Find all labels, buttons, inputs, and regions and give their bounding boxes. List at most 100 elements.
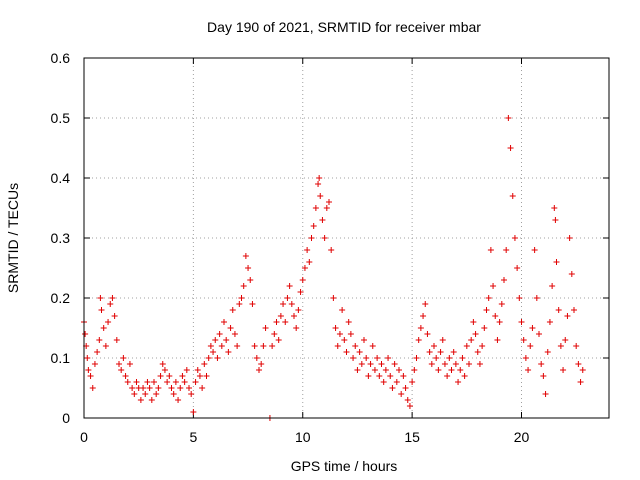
data-point [234, 343, 241, 349]
data-point [214, 355, 221, 361]
data-point [177, 385, 184, 391]
data-point [378, 361, 385, 367]
y-tick-label: 0.5 [51, 110, 71, 126]
data-point [393, 379, 400, 385]
data-point [551, 205, 558, 211]
data-point [402, 385, 409, 391]
data-point [140, 385, 147, 391]
data-point [253, 355, 260, 361]
data-point [369, 343, 376, 349]
data-point [249, 301, 256, 307]
data-point [89, 385, 96, 391]
data-point [242, 253, 249, 259]
data-point [299, 277, 306, 283]
data-point [566, 235, 573, 241]
data-point [573, 343, 580, 349]
data-point [326, 199, 332, 205]
data-point [205, 355, 212, 361]
data-point [258, 361, 265, 367]
data-point [396, 367, 402, 373]
data-point [437, 349, 444, 355]
data-point [358, 361, 365, 367]
data-point [404, 397, 411, 403]
data-point [96, 337, 103, 343]
data-point [229, 307, 236, 313]
data-point [527, 343, 534, 349]
data-point [310, 223, 317, 229]
data-point [107, 301, 114, 307]
plot-area-frame [83, 57, 610, 419]
data-point [457, 367, 464, 373]
data-point [306, 259, 313, 265]
data-point [87, 373, 94, 379]
data-point [365, 373, 372, 379]
data-point [192, 379, 199, 385]
data-point [186, 385, 192, 391]
data-point [433, 355, 440, 361]
data-point [284, 295, 291, 301]
data-point [280, 301, 287, 307]
data-point [85, 367, 92, 373]
data-point [210, 349, 217, 355]
data-point [444, 373, 451, 379]
data-point [225, 349, 232, 355]
data-point [116, 361, 122, 367]
data-point [468, 337, 475, 343]
data-point [435, 367, 442, 373]
data-point [245, 265, 252, 271]
data-point [387, 373, 394, 379]
data-point [356, 349, 363, 355]
data-point [212, 337, 219, 343]
data-point [420, 313, 427, 319]
data-point [361, 337, 367, 343]
data-point [400, 373, 407, 379]
data-point [339, 307, 346, 313]
data-point [389, 385, 396, 391]
data-point [439, 337, 446, 343]
data-point [256, 367, 262, 373]
data-point [120, 355, 127, 361]
data-point [450, 349, 457, 355]
data-point [231, 331, 238, 337]
data-point [332, 325, 339, 331]
data-point [516, 295, 523, 301]
data-point [166, 373, 173, 379]
data-point [441, 361, 448, 367]
data-point [315, 181, 322, 187]
data-point [472, 331, 479, 337]
data-point [227, 325, 234, 331]
data-point [330, 295, 337, 301]
data-point [155, 385, 162, 391]
data-point [336, 331, 343, 337]
data-point [553, 259, 560, 265]
data-point [111, 313, 118, 319]
data-point [507, 145, 514, 151]
data-point [148, 397, 155, 403]
data-point [409, 379, 416, 385]
data-point [552, 217, 559, 223]
data-point [146, 385, 153, 391]
data-point [282, 319, 289, 325]
data-point [428, 361, 435, 367]
data-point [426, 349, 433, 355]
data-point [509, 193, 516, 199]
data-point [352, 343, 359, 349]
data-point [354, 367, 361, 373]
data-point [505, 115, 512, 121]
data-point [371, 367, 378, 373]
data-point [411, 367, 418, 373]
data-point [549, 283, 556, 289]
data-point [137, 397, 144, 403]
x-axis-label: GPS time / hours [291, 458, 398, 474]
y-tick-label: 0 [62, 410, 70, 426]
data-point [345, 319, 352, 325]
x-tick-label: 15 [404, 429, 420, 445]
data-point [544, 349, 551, 355]
data-point [522, 355, 529, 361]
data-point [448, 367, 455, 373]
data-point [577, 379, 584, 385]
data-point [334, 343, 341, 349]
data-point [295, 307, 302, 313]
data-point [207, 343, 214, 349]
data-point [113, 337, 120, 343]
